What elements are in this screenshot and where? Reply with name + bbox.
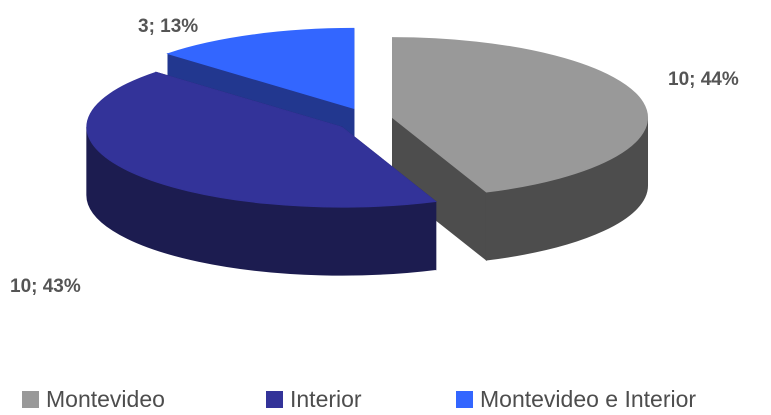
legend-label: Interior [290, 386, 362, 412]
data-label: 10; 44% [668, 69, 739, 90]
slice-top [86, 71, 437, 208]
legend-swatch [22, 391, 39, 408]
slice-top [166, 27, 355, 110]
data-label: 10; 43% [10, 276, 81, 297]
legend-swatch [266, 391, 283, 408]
data-label: 3; 13% [138, 16, 198, 37]
legend-swatch [456, 391, 473, 408]
legend-label: Montevideo [46, 386, 165, 412]
slice-top [392, 37, 648, 193]
legend-label: Montevideo e Interior [480, 386, 696, 412]
